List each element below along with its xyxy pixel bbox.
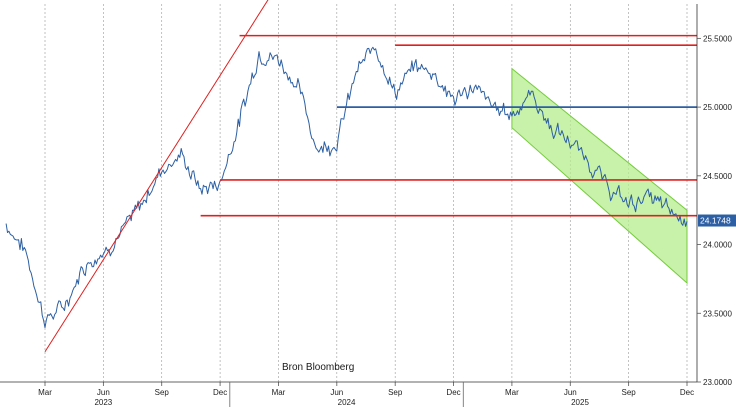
y-tick-label: 24.0000 — [703, 241, 732, 250]
x-tick-label: Jun — [330, 388, 343, 397]
level-lines — [44, 0, 697, 353]
y-tick-label: 24.5000 — [703, 172, 732, 181]
trend-line — [44, 0, 269, 353]
x-year-label: 2025 — [571, 398, 589, 407]
y-tick-label: 23.0000 — [703, 378, 732, 387]
y-tick-label: 25.5000 — [703, 34, 732, 43]
x-tick-label: Dec — [213, 388, 227, 397]
price-line — [5, 46, 688, 329]
y-tick-label: 23.5000 — [703, 309, 732, 318]
x-tick-label: Mar — [38, 388, 52, 397]
x-tick-label: Sep — [622, 388, 637, 397]
x-tick-label: Mar — [272, 388, 286, 397]
x-year-label: 2023 — [94, 398, 112, 407]
last-value-label: 24.1748 — [700, 216, 731, 226]
price-series — [5, 46, 688, 329]
channel-area — [511, 67, 688, 285]
x-year-label: 2024 — [338, 398, 356, 407]
x-tick-label: Dec — [446, 388, 460, 397]
x-tick-label: Mar — [505, 388, 519, 397]
last-value-badge — [698, 214, 736, 227]
x-tick-label: Jun — [97, 388, 110, 397]
y-tick-label: 25.0000 — [703, 103, 732, 112]
axes: Mar Jun Sep Dec Mar Jun Sep Dec Mar Jun Sep Dec 2023… — [0, 4, 736, 407]
trend-channel — [511, 67, 688, 285]
x-tick-label: Sep — [388, 388, 403, 397]
x-tick-label: Sep — [155, 388, 170, 397]
source-label: Bron Bloomberg — [282, 362, 354, 373]
x-tick-label: Jun — [564, 388, 577, 397]
x-tick-label: Dec — [680, 388, 694, 397]
